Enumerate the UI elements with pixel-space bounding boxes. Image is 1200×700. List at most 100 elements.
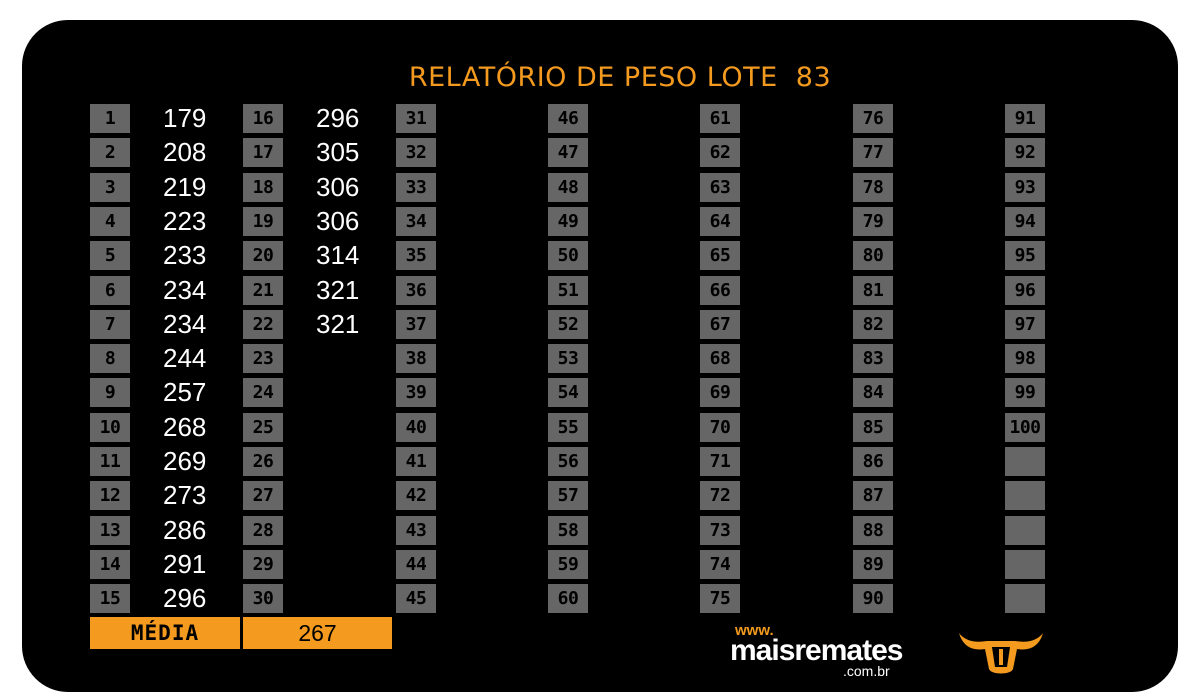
lot-number-54: 54 bbox=[548, 378, 588, 407]
lot-number-80: 80 bbox=[853, 241, 893, 270]
average-value: 267 bbox=[243, 617, 392, 649]
empty-cell bbox=[1005, 481, 1045, 510]
lot-number-88: 88 bbox=[853, 516, 893, 545]
lot-number-95: 95 bbox=[1005, 241, 1045, 270]
lot-number-45: 45 bbox=[396, 584, 436, 613]
weight-value-16: 296 bbox=[316, 101, 416, 135]
lot-number-82: 82 bbox=[853, 310, 893, 339]
lot-number-90: 90 bbox=[853, 584, 893, 613]
lot-number-85: 85 bbox=[853, 413, 893, 442]
lot-number-78: 78 bbox=[853, 173, 893, 202]
weight-value-13: 286 bbox=[163, 513, 263, 547]
weight-value-6: 234 bbox=[163, 273, 263, 307]
lot-number-81: 81 bbox=[853, 276, 893, 305]
lot-number-8: 8 bbox=[90, 344, 130, 373]
lot-number-42: 42 bbox=[396, 481, 436, 510]
weight-value-9: 257 bbox=[163, 375, 263, 409]
lot-number-62: 62 bbox=[700, 138, 740, 167]
weight-value-22: 321 bbox=[316, 307, 416, 341]
lot-number-11: 11 bbox=[90, 447, 130, 476]
lot-number-77: 77 bbox=[853, 138, 893, 167]
empty-cell bbox=[1005, 516, 1045, 545]
weight-value-12: 273 bbox=[163, 478, 263, 512]
average-label: MÉDIA bbox=[90, 617, 240, 649]
report-title: RELATÓRIO DE PESO LOTE 83 bbox=[0, 62, 1200, 93]
lot-number-14: 14 bbox=[90, 550, 130, 579]
lot-number-71: 71 bbox=[700, 447, 740, 476]
lot-number-84: 84 bbox=[853, 378, 893, 407]
lot-number-64: 64 bbox=[700, 207, 740, 236]
weight-value-2: 208 bbox=[163, 135, 263, 169]
lot-number-57: 57 bbox=[548, 481, 588, 510]
lot-number-91: 91 bbox=[1005, 104, 1045, 133]
lot-number-46: 46 bbox=[548, 104, 588, 133]
lot-number-97: 97 bbox=[1005, 310, 1045, 339]
lot-number-13: 13 bbox=[90, 516, 130, 545]
lot-number-100: 100 bbox=[1005, 413, 1045, 442]
weight-value-7: 234 bbox=[163, 307, 263, 341]
weight-value-8: 244 bbox=[163, 341, 263, 375]
empty-cell bbox=[1005, 584, 1045, 613]
lot-number-9: 9 bbox=[90, 378, 130, 407]
lot-number-39: 39 bbox=[396, 378, 436, 407]
lot-number-56: 56 bbox=[548, 447, 588, 476]
lot-number-38: 38 bbox=[396, 344, 436, 373]
weight-value-1: 179 bbox=[163, 101, 263, 135]
lot-number-68: 68 bbox=[700, 344, 740, 373]
bull-icon bbox=[955, 627, 1047, 677]
lot-number-47: 47 bbox=[548, 138, 588, 167]
lot-number-74: 74 bbox=[700, 550, 740, 579]
weight-value-17: 305 bbox=[316, 135, 416, 169]
lot-number-50: 50 bbox=[548, 241, 588, 270]
lot-number-4: 4 bbox=[90, 207, 130, 236]
lot-number-65: 65 bbox=[700, 241, 740, 270]
lot-number-63: 63 bbox=[700, 173, 740, 202]
lot-number-12: 12 bbox=[90, 481, 130, 510]
lot-number-93: 93 bbox=[1005, 173, 1045, 202]
weight-value-21: 321 bbox=[316, 273, 416, 307]
lot-number-70: 70 bbox=[700, 413, 740, 442]
lot-number-6: 6 bbox=[90, 276, 130, 305]
lot-number-51: 51 bbox=[548, 276, 588, 305]
lot-number-1: 1 bbox=[90, 104, 130, 133]
empty-cell bbox=[1005, 447, 1045, 476]
weight-value-20: 314 bbox=[316, 238, 416, 272]
lot-number-2: 2 bbox=[90, 138, 130, 167]
lot-number-3: 3 bbox=[90, 173, 130, 202]
weight-value-4: 223 bbox=[163, 204, 263, 238]
lot-number-44: 44 bbox=[396, 550, 436, 579]
lot-number-41: 41 bbox=[396, 447, 436, 476]
lot-number-55: 55 bbox=[548, 413, 588, 442]
lot-number-53: 53 bbox=[548, 344, 588, 373]
lot-number-10: 10 bbox=[90, 413, 130, 442]
lot-number-73: 73 bbox=[700, 516, 740, 545]
lot-number-76: 76 bbox=[853, 104, 893, 133]
weight-value-11: 269 bbox=[163, 444, 263, 478]
lot-number-79: 79 bbox=[853, 207, 893, 236]
lot-number-5: 5 bbox=[90, 241, 130, 270]
lot-number-7: 7 bbox=[90, 310, 130, 339]
lot-number-96: 96 bbox=[1005, 276, 1045, 305]
lot-number-92: 92 bbox=[1005, 138, 1045, 167]
lot-number-67: 67 bbox=[700, 310, 740, 339]
lot-number-15: 15 bbox=[90, 584, 130, 613]
weight-value-18: 306 bbox=[316, 170, 416, 204]
lot-number-98: 98 bbox=[1005, 344, 1045, 373]
lot-number-94: 94 bbox=[1005, 207, 1045, 236]
lot-number-86: 86 bbox=[853, 447, 893, 476]
lot-number-43: 43 bbox=[396, 516, 436, 545]
lot-number-75: 75 bbox=[700, 584, 740, 613]
lot-number-49: 49 bbox=[548, 207, 588, 236]
lot-number-89: 89 bbox=[853, 550, 893, 579]
lot-number-40: 40 bbox=[396, 413, 436, 442]
weight-value-5: 233 bbox=[163, 238, 263, 272]
weight-value-10: 268 bbox=[163, 410, 263, 444]
lot-number-48: 48 bbox=[548, 173, 588, 202]
lot-number-60: 60 bbox=[548, 584, 588, 613]
lot-number-87: 87 bbox=[853, 481, 893, 510]
empty-cell bbox=[1005, 550, 1045, 579]
lot-number-58: 58 bbox=[548, 516, 588, 545]
weight-value-14: 291 bbox=[163, 547, 263, 581]
weight-value-15: 296 bbox=[163, 581, 263, 615]
lot-number-61: 61 bbox=[700, 104, 740, 133]
